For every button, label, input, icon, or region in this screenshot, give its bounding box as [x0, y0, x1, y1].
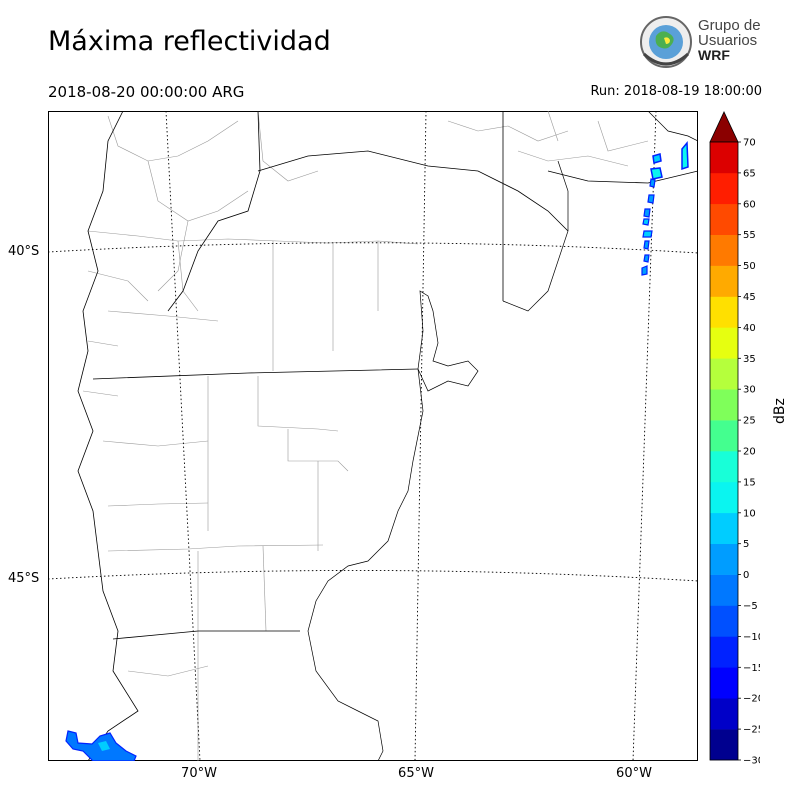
- colorbar-tick-label: 20: [743, 447, 756, 458]
- reflectivity-echoes: [65, 141, 689, 761]
- colorbar-band: [710, 574, 738, 606]
- lat-label-45s: 45°S: [8, 571, 40, 586]
- country-borders: [77, 111, 698, 761]
- colorbar-tick-label: 65: [743, 168, 756, 179]
- globe-logo-icon: [640, 16, 692, 68]
- colorbar-tick-label: −25: [743, 725, 760, 736]
- wrf-logo: Grupo de Usuarios WRF: [638, 14, 768, 74]
- colorbar-tick-label: 25: [743, 416, 756, 427]
- reflectivity-map[interactable]: [48, 111, 698, 761]
- lat-line-40s: [48, 242, 698, 254]
- logo-line-1: Grupo de: [698, 17, 761, 34]
- colorbar-tick-label: 40: [743, 323, 756, 334]
- colorbar-tick-label: 30: [743, 385, 756, 396]
- colorbar-tick-label: 70: [743, 138, 756, 149]
- colorbar-extend-arrow: [709, 111, 739, 143]
- logo-line-2: Usuarios: [698, 32, 758, 49]
- colorbar-tick-label: 10: [743, 508, 756, 519]
- colorbar-tick-label: 55: [743, 230, 756, 241]
- colorbar-band: [710, 420, 738, 452]
- valid-time-label: 2018-08-20 00:00:00 ARG: [48, 83, 245, 101]
- colorbar-band: [710, 667, 738, 699]
- lat-line-45s: [48, 570, 698, 582]
- colorbar-band: [710, 327, 738, 359]
- colorbar-band: [710, 512, 738, 544]
- colorbar-tick-label: 35: [743, 354, 756, 365]
- colorbar-tick-label: −5: [743, 601, 758, 612]
- colorbar-unit-label: dBz: [772, 398, 788, 424]
- run-time-label: Run: 2018-08-19 18:00:00: [590, 84, 762, 99]
- colorbar-tick-label: −15: [743, 663, 760, 674]
- colorbar-band: [710, 729, 738, 761]
- colorbar-tick-label: 50: [743, 261, 756, 272]
- logo-line-3: WRF: [698, 47, 730, 63]
- colorbar-band: [710, 543, 738, 575]
- colorbar-band: [710, 389, 738, 421]
- colorbar-tick-label: 45: [743, 292, 756, 303]
- colorbar-band: [710, 451, 738, 483]
- colorbar-tick-label: 0: [743, 570, 749, 581]
- colorbar-band: [710, 636, 738, 668]
- colorbar-band: [710, 698, 738, 730]
- lon-label-70w: 70°W: [181, 766, 217, 781]
- colorbar-band: [710, 203, 738, 235]
- colorbar: −30 −25 −20 −15 −10 −5 0 5 10 15 20 25 30 35 40 45 50 55 6…: [709, 111, 760, 767]
- graticule: [48, 111, 698, 761]
- colorbar-tick-label: −10: [743, 632, 760, 643]
- colorbar-band: [710, 358, 738, 390]
- colorbar-tick-label: −30: [743, 756, 760, 767]
- colorbar-band: [710, 172, 738, 205]
- colorbar-tick-label: 5: [743, 539, 749, 550]
- map-frame: [48, 111, 698, 761]
- map-title: Máxima reflectividad: [48, 26, 331, 57]
- colorbar-tick-label: 15: [743, 477, 756, 488]
- lat-label-40s: 40°S: [8, 244, 40, 259]
- colorbar-band: [710, 605, 738, 637]
- colorbar-tick-label: −20: [743, 694, 760, 705]
- lon-line-70w: [165, 111, 201, 761]
- lon-label-65w: 65°W: [398, 766, 434, 781]
- colorbar-band: [710, 234, 738, 266]
- colorbar-band: [710, 265, 738, 297]
- lon-line-65w: [414, 111, 427, 761]
- logo-text: Grupo de Usuarios WRF: [698, 18, 761, 63]
- colorbar-tick-label: 60: [743, 199, 756, 210]
- lon-line-60w: [632, 111, 657, 761]
- colorbar-band: [710, 481, 738, 514]
- colorbar-band: [710, 142, 738, 174]
- colorbar-band: [710, 296, 738, 328]
- lon-label-60w: 60°W: [616, 766, 652, 781]
- coastline: [307, 111, 698, 761]
